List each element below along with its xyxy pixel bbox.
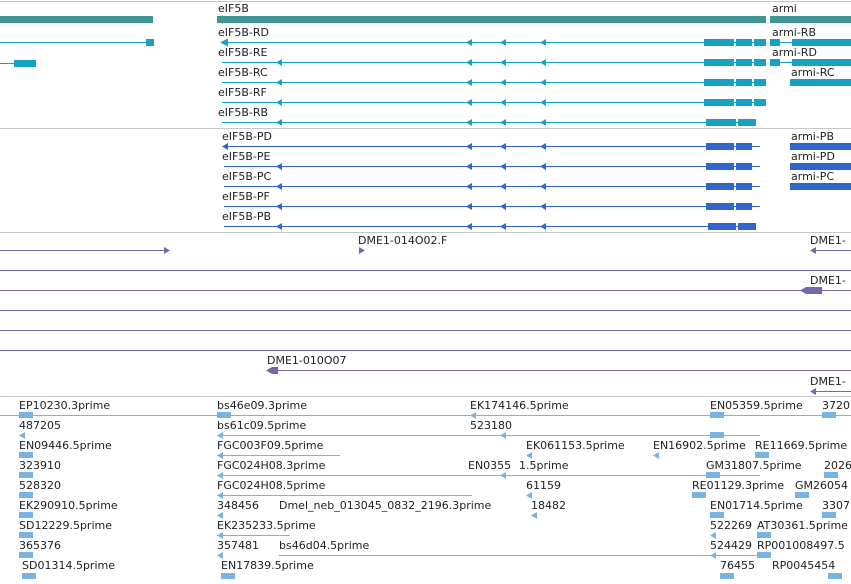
transcript-model[interactable]: [222, 119, 756, 126]
transcript-label: armi-RB: [772, 26, 816, 39]
cdna-label: 76455: [720, 559, 755, 572]
cdna-label: RP0045454: [772, 559, 835, 572]
protein-label: armi-PC: [791, 170, 834, 183]
cdna-label: 3307: [822, 499, 850, 512]
cdna-label: RE01129.3prime: [692, 479, 784, 492]
cdna-label: 2026: [824, 459, 851, 472]
cdna-label: FGC024H08.3prime: [217, 459, 326, 472]
protein-model[interactable]: [222, 143, 760, 150]
cdna-label: FGC003F09.5prime: [217, 439, 324, 452]
cdna-label: EK061153.5prime: [526, 439, 625, 452]
cdna-label: EN09446.5prime: [19, 439, 112, 452]
protein-model[interactable]: [224, 163, 760, 170]
cdna-label: 323910: [19, 459, 61, 472]
cdna-label: 524429: [710, 539, 752, 552]
transcript-model[interactable]: [220, 38, 766, 47]
cdna-label: EN01714.5prime: [710, 499, 803, 512]
transcript-model[interactable]: [770, 59, 851, 66]
transcript-label: eIF5B-RE: [218, 46, 267, 59]
cdna-label: bs46e09.3prime: [217, 399, 307, 412]
gene-bar[interactable]: [0, 16, 153, 23]
est-track: DME1-014O02.F DME1- DME1- DME1-010O07 DM…: [0, 234, 851, 395]
protein-label: armi-PD: [791, 150, 835, 163]
cdna-label: GM31807.5prime: [706, 459, 802, 472]
protein-model[interactable]: [790, 163, 851, 170]
cdna-label: SD12229.5prime: [19, 519, 112, 532]
cdna-label: 365376: [19, 539, 61, 552]
cdna-label: EN05359.5prime: [710, 399, 803, 412]
protein-label: eIF5B-PD: [222, 130, 272, 143]
transcript-label: eIF5B-RF: [218, 86, 267, 99]
est-label: DME1-010O07: [267, 354, 347, 367]
est-label: DME1-: [810, 234, 846, 247]
cdna-label: AT30361.5prime: [757, 519, 848, 532]
transcript-label: eIF5B-RC: [218, 66, 268, 79]
cdna-label: 3720: [822, 399, 850, 412]
gene-bar[interactable]: [217, 16, 766, 23]
transcript-track: eIF5B-RD eIF5B-RE eIF5B-RC eIF5B: [0, 26, 851, 126]
protein-model[interactable]: [224, 223, 756, 230]
cdna-track: EP10230.3prime bs46e09.3prime EK174146.5…: [0, 399, 851, 579]
gene-label: armi: [772, 2, 797, 15]
protein-model[interactable]: [224, 183, 760, 190]
est-label: DME1-: [810, 375, 846, 388]
est-feature[interactable]: [800, 287, 806, 294]
cdna-label: bs61c09.5prime: [217, 419, 307, 432]
cdna-label: 357481: [217, 539, 259, 552]
transcript-label: eIF5B-RB: [218, 106, 268, 119]
cdna-label: bs46d04.5prime: [279, 539, 369, 552]
protein-track: eIF5B-PD eIF5B-PE eIF5B-PC eIF5B: [222, 130, 851, 230]
transcript-model[interactable]: [222, 79, 766, 86]
protein-label: eIF5B-PE: [222, 150, 270, 163]
transcript-label: armi-RC: [791, 66, 835, 79]
transcript-model[interactable]: [770, 39, 851, 46]
cdna-label: 523180: [470, 419, 512, 432]
cdna-label: GM26054: [795, 479, 848, 492]
protein-label: armi-PB: [791, 130, 834, 143]
est-label: DME1-014O02.F: [358, 234, 447, 247]
protein-label: eIF5B-PF: [222, 190, 270, 203]
cdna-label: SD01314.5prime: [22, 559, 115, 572]
cdna-label: 528320: [19, 479, 61, 492]
cdna-label: 61159: [526, 479, 561, 492]
cdna-label: EK174146.5prime: [470, 399, 569, 412]
cdna-label: RE11669.5prime: [755, 439, 847, 452]
protein-model[interactable]: [790, 183, 851, 190]
cdna-label: Dmel_neb_013045_0832_2196.3prime: [279, 499, 491, 512]
cdna-label: FGC024H08.5prime: [217, 479, 326, 492]
cdna-label: EK235233.5prime: [217, 519, 316, 532]
cdna-label: 348456: [217, 499, 259, 512]
cdna-label: 522269: [710, 519, 752, 532]
transcript-label: armi-RD: [772, 46, 817, 59]
transcript-model[interactable]: [222, 99, 766, 106]
cdna-label: EN0355: [468, 459, 511, 472]
cdna-label: EN16902.5prime: [653, 439, 746, 452]
transcript-model[interactable]: [222, 59, 766, 66]
track-dividers: [0, 1, 851, 397]
est-label: DME1-: [810, 274, 846, 287]
protein-label: eIF5B-PB: [222, 210, 271, 223]
cdna-label: EP10230.3prime: [19, 399, 110, 412]
gene-label: eIF5B: [218, 2, 249, 15]
protein-model[interactable]: [790, 143, 851, 150]
protein-label: eIF5B-PC: [222, 170, 271, 183]
transcript-label: eIF5B-RD: [218, 26, 269, 39]
cdna-label: 487205: [19, 419, 61, 432]
gene-strand-arrow: [217, 15, 223, 24]
cdna-label: 1.5prime: [519, 459, 569, 472]
est-feature[interactable]: [359, 247, 365, 254]
cdna-label: 18482: [531, 499, 566, 512]
gene-track: eIF5B armi: [0, 2, 851, 24]
gene-bar[interactable]: [770, 16, 851, 23]
est-feature[interactable]: [266, 367, 272, 374]
cdna-label: EK290910.5prime: [19, 499, 118, 512]
cdna-label: RP001008497.5: [757, 539, 845, 552]
protein-model[interactable]: [224, 203, 760, 210]
transcript-model[interactable]: [790, 79, 851, 86]
cdna-label: EN17839.5prime: [221, 559, 314, 572]
